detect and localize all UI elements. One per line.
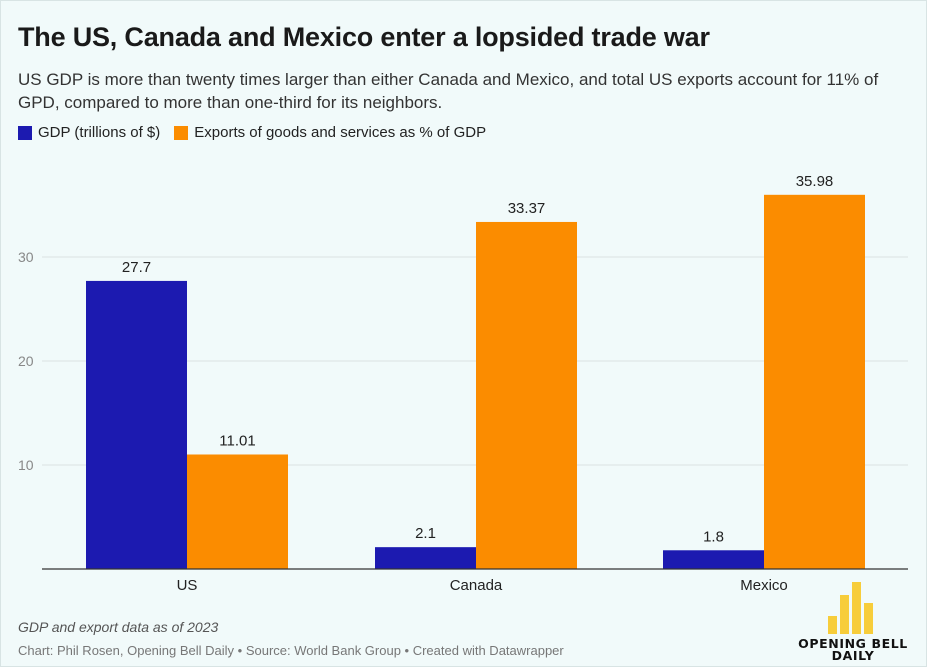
logo-line-1: OPENING BELL xyxy=(798,636,908,651)
chart-title: The US, Canada and Mexico enter a lopsid… xyxy=(18,22,710,52)
bar-canada-series-1 xyxy=(476,221,577,569)
legend-swatch-gdp xyxy=(18,125,32,140)
x-category-label-us: US xyxy=(177,577,198,594)
x-category-label-mexico: Mexico xyxy=(740,577,788,594)
legend-label-gdp: GDP (trillions of $) xyxy=(38,124,161,141)
logo-bar-3 xyxy=(852,582,861,634)
footer-credit: Chart: Phil Rosen, Opening Bell Daily • … xyxy=(18,643,564,658)
legend-item-gdp: GDP (trillions of $) xyxy=(18,124,160,141)
logo-bars-icon xyxy=(828,582,878,634)
logo-bar-4 xyxy=(864,603,873,634)
chart-subtitle: US GDP is more than twenty times larger … xyxy=(18,70,879,112)
bar-canada-series-0 xyxy=(375,547,476,569)
logo-bar-1 xyxy=(828,616,837,634)
logo-bar-2 xyxy=(840,595,849,634)
logo-line-2: DAILY xyxy=(831,648,875,663)
data-label-canada-series-0: 2.1 xyxy=(415,525,436,542)
legend-label-exports: Exports of goods and services as % of GD… xyxy=(194,124,487,141)
data-label-mexico-series-0: 1.8 xyxy=(703,528,724,545)
legend-item-exports: Exports of goods and services as % of GD… xyxy=(174,124,486,141)
bar-us-series-0 xyxy=(86,280,187,569)
data-label-mexico-series-1: 35.98 xyxy=(796,173,834,190)
data-label-us-series-0: 27.7 xyxy=(122,259,151,276)
y-tick-label-10: 10 xyxy=(18,457,34,473)
bar-mexico-series-1 xyxy=(764,194,865,570)
y-tick-label-20: 20 xyxy=(18,353,34,369)
bar-us-series-1 xyxy=(187,454,288,569)
logo-text: OPENING BELL DAILY xyxy=(793,636,913,663)
legend-swatch-exports xyxy=(174,125,189,140)
bar-mexico-series-0 xyxy=(663,550,764,569)
data-label-us-series-1: 11.01 xyxy=(219,432,255,449)
opening-bell-logo: OPENING BELL DAILY xyxy=(793,578,913,663)
bar-chart: 10 20 30 27.7 11.01 US 2.1 33.37 Canada 1.8 35.98 M… xyxy=(18,173,908,594)
x-category-label-canada: Canada xyxy=(450,577,503,594)
data-label-canada-series-1: 33.37 xyxy=(508,200,546,217)
y-tick-label-30: 30 xyxy=(18,249,34,265)
footer-note: GDP and export data as of 2023 xyxy=(18,619,219,635)
legend: GDP (trillions of $) Exports of goods an… xyxy=(18,124,500,141)
